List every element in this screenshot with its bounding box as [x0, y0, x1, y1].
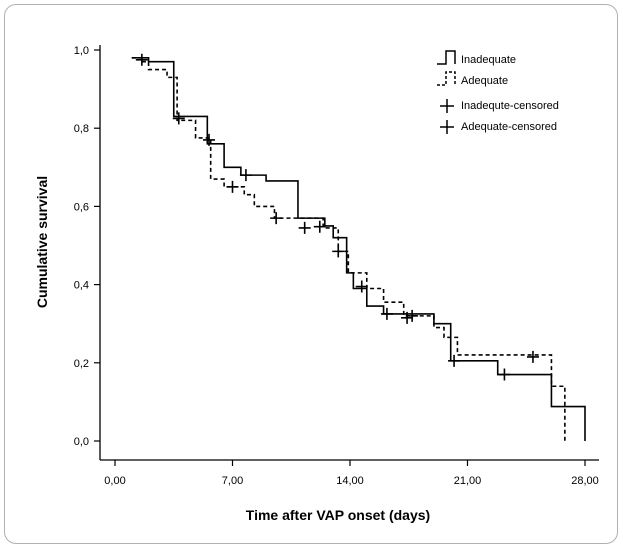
inadequate-censored-mark [380, 307, 393, 320]
legend-censor-mark-symbol [440, 99, 454, 113]
y-tick-label: 0,8 [74, 123, 89, 135]
legend-item-inadequate-censored: Inadequte-censored [440, 99, 559, 113]
legend-item-adequate-censored: Adequate-censored [440, 120, 557, 134]
legend-dashed-step-symbol [437, 71, 456, 86]
x-tick-label: 28,00 [571, 475, 599, 487]
y-axis-title: Cumulative survival [34, 176, 50, 308]
inadequate-censored-mark [172, 112, 185, 125]
y-tick-label: 0,6 [74, 201, 89, 213]
inadequate-censored-mark [401, 311, 414, 324]
legend-label-inadequate-censored: Inadequte-censored [461, 100, 559, 112]
y-tick-label: 0,2 [74, 358, 89, 370]
x-tick-label: 7,00 [222, 475, 243, 487]
adequate-survival-step-line [131, 57, 566, 441]
x-axis-ticks: 0,00 7,00 14,00 21,00 28,00 [104, 460, 599, 487]
adequate-censored-mark [313, 220, 326, 233]
figure-frame [4, 4, 618, 544]
y-tick-label: 0,0 [74, 436, 89, 448]
legend-label-adequate-censored: Adequate-censored [461, 121, 557, 133]
adequate-censored-mark [406, 309, 419, 322]
legend-label-inadequate: Inadequate [461, 54, 516, 66]
chart-legend: Inadequate Adequate Inadequte-censored A… [437, 50, 559, 134]
survival-series [131, 53, 586, 441]
legend-censor-mark-symbol [440, 120, 454, 134]
inadequate-censored-mark [239, 169, 252, 182]
adequate-censored-mark [226, 180, 239, 193]
x-tick-label: 14,00 [336, 475, 364, 487]
legend-item-adequate: Adequate [437, 71, 508, 87]
adequate-censored-mark [203, 133, 215, 146]
y-tick-label: 0,4 [74, 280, 89, 292]
adequate-censored-mark [135, 53, 148, 66]
inadequate-survival-step-line [131, 57, 586, 441]
x-tick-label: 21,00 [454, 475, 482, 487]
legend-solid-step-symbol [437, 50, 456, 65]
adequate-censored-mark [526, 350, 539, 363]
y-axis-ticks: 0,0 0,2 0,4 0,6 0,8 1,0 [74, 45, 100, 448]
legend-label-adequate: Adequate [461, 75, 508, 87]
x-axis-title: Time after VAP onset (days) [246, 507, 430, 523]
inadequate-censored-mark [498, 368, 511, 381]
inadequate-censored-mark [298, 221, 311, 234]
inadequate-censored-mark [448, 354, 461, 367]
km-survival-chart: 0,0 0,2 0,4 0,6 0,8 1,0 0,00 7,00 14,00 21,00 28,… [34, 45, 599, 523]
adequate-censored-mark [270, 212, 283, 225]
x-tick-label: 0,00 [104, 475, 125, 487]
adequate-censored-mark [355, 280, 368, 293]
y-tick-label: 1,0 [74, 45, 89, 57]
legend-item-inadequate: Inadequate [437, 50, 516, 66]
